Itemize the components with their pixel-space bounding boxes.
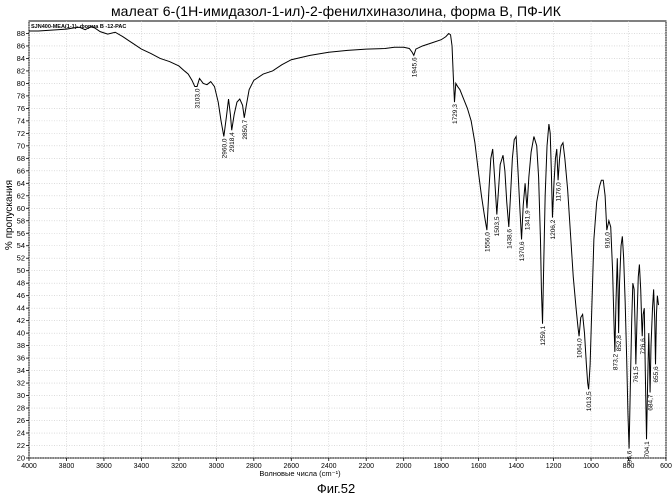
- x-tick-label: 3800: [59, 463, 75, 470]
- y-tick-label: 62: [17, 191, 25, 200]
- peak-label: 2918,4: [229, 132, 236, 152]
- y-tick-label: 56: [17, 229, 25, 238]
- ir-spectrum-chart: 20 22 24 26 28 30 32 34 36 38 40 42 44 46 48 50 52 54 56 58…: [0, 0, 672, 478]
- y-tick-label: 82: [17, 66, 25, 75]
- y-axis-label: % пропускания: [4, 180, 15, 250]
- y-tick-label: 84: [17, 54, 25, 63]
- y-tick-label: 36: [17, 354, 25, 363]
- x-tick-label: 3400: [134, 463, 150, 470]
- x-tick-label: 2000: [396, 463, 412, 470]
- y-tick-label: 88: [17, 29, 25, 38]
- x-tick-label: 3600: [96, 463, 112, 470]
- y-tick-label: 32: [17, 379, 25, 388]
- y-tick-label: 86: [17, 41, 25, 50]
- header-label: SJN400-MEA(1-1)- форма В -12-PAC: [31, 23, 126, 30]
- y-tick-label: 24: [17, 429, 25, 438]
- x-tick-label: 600: [660, 463, 672, 470]
- y-tick-label: 38: [17, 341, 25, 350]
- peak-label: 873,2: [612, 354, 619, 371]
- peak-label: 1438,6: [506, 229, 513, 249]
- x-tick-label: 1000: [583, 463, 599, 470]
- x-tick-label: 1400: [508, 463, 524, 470]
- y-tick-label: 74: [17, 116, 25, 125]
- peak-label: 1729,3: [452, 104, 459, 124]
- peak-label: 726,6: [640, 338, 647, 355]
- y-tick-label: 48: [17, 279, 25, 288]
- peak-label: 1945,6: [411, 57, 418, 77]
- y-axis-ticks: 20 22 24 26 28 30 32 34 36 38 40 42 44 46 48 50 52 54 56 58…: [17, 29, 29, 463]
- y-tick-label: 34: [17, 366, 25, 375]
- peak-label: 3103,0: [195, 88, 202, 108]
- peak-label: 796,6: [627, 450, 634, 467]
- x-tick-label: 1600: [471, 463, 487, 470]
- y-tick-label: 68: [17, 154, 25, 163]
- peak-label: 1206,2: [550, 219, 557, 239]
- x-axis-label: Волновые числа (cm⁻¹): [259, 469, 341, 478]
- peak-label: 852,8: [616, 335, 623, 352]
- peak-label: 916,0: [604, 232, 611, 249]
- peak-label: 1370,6: [519, 241, 526, 261]
- y-tick-label: 58: [17, 216, 25, 225]
- peak-label: 1503,5: [494, 216, 501, 236]
- peak-label: 2960,0: [221, 138, 228, 158]
- y-tick-label: 80: [17, 79, 25, 88]
- y-tick-label: 30: [17, 391, 25, 400]
- x-tick-label: 3200: [171, 463, 187, 470]
- x-tick-label: 1800: [433, 463, 449, 470]
- y-tick-label: 54: [17, 241, 25, 250]
- y-tick-label: 76: [17, 104, 25, 113]
- peak-label: 761,5: [633, 366, 640, 383]
- peak-label: 1176,0: [556, 182, 563, 202]
- y-tick-label: 40: [17, 329, 25, 338]
- peak-label: 1064,0: [577, 338, 584, 358]
- x-tick-label: 3000: [209, 463, 225, 470]
- peak-label: 1556,0: [484, 232, 491, 252]
- y-tick-label: 22: [17, 441, 25, 450]
- peak-label: 2850,7: [242, 119, 249, 139]
- y-tick-label: 28: [17, 404, 25, 413]
- y-tick-label: 50: [17, 266, 25, 275]
- y-tick-label: 52: [17, 254, 25, 263]
- peak-label: 684,7: [648, 394, 655, 411]
- y-tick-label: 44: [17, 304, 25, 313]
- peak-label: 655,6: [653, 366, 660, 383]
- x-tick-label: 1200: [546, 463, 562, 470]
- peak-label: 1259,1: [540, 325, 547, 345]
- peak-label: 704,1: [644, 441, 651, 458]
- y-tick-label: 26: [17, 416, 25, 425]
- figure-caption: Фиг.52: [0, 481, 672, 496]
- y-tick-label: 72: [17, 129, 25, 138]
- y-tick-label: 60: [17, 204, 25, 213]
- x-tick-label: 4000: [21, 463, 37, 470]
- y-tick-label: 46: [17, 291, 25, 300]
- peak-label: 1013,5: [586, 391, 593, 411]
- y-tick-label: 42: [17, 316, 25, 325]
- y-tick-label: 64: [17, 179, 25, 188]
- x-tick-label: 2200: [358, 463, 374, 470]
- peak-label: 1341,9: [525, 210, 532, 230]
- y-tick-label: 70: [17, 141, 25, 150]
- y-tick-label: 20: [17, 454, 25, 463]
- y-tick-label: 78: [17, 91, 25, 100]
- y-tick-label: 66: [17, 166, 25, 175]
- x-axis-ticks: 4000380036003400320030002800260024002200…: [21, 458, 672, 470]
